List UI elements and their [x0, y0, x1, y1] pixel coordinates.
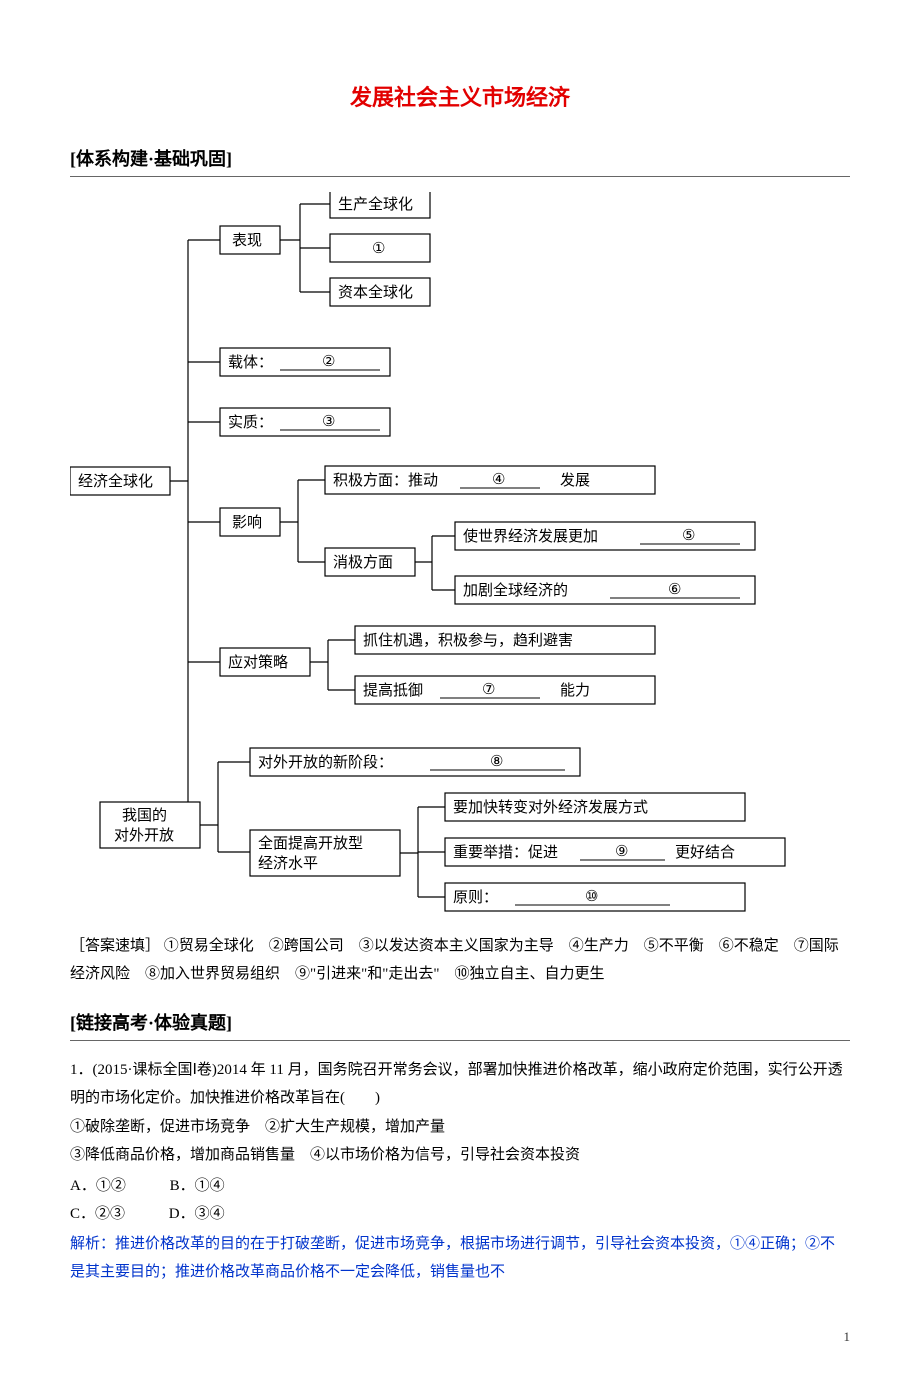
q1-stem: 1．(2015·课标全国Ⅰ卷)2014 年 11 月，国务院召开常务会议，部署加…	[70, 1056, 850, 1113]
answers-label: ［答案速填］	[70, 938, 160, 954]
answers-block: ［答案速填］ ①贸易全球化 ②跨国公司 ③以发达资本主义国家为主导 ④生产力 ⑤…	[70, 932, 850, 989]
neg-item2-blank: ⑥	[668, 582, 681, 598]
neg-item1-blank: ⑤	[682, 528, 695, 544]
expr-item2: ①	[372, 241, 385, 257]
essence-blank: ③	[322, 414, 335, 430]
q1-choice-a: A．①②	[70, 1178, 126, 1194]
concept-diagram: 经济全球化 表现 生产全球化 ① 资本全球化 载体： ② 实质： ③ 影响 积极…	[70, 192, 850, 912]
root-label: 经济全球化	[78, 472, 153, 490]
improve-item2-suffix: 更好结合	[675, 844, 735, 861]
influence-pos-blank: ④	[492, 472, 505, 488]
q1-choice-c: C．②③	[70, 1206, 125, 1222]
section2-header: [链接高考·体验真题]	[70, 1009, 850, 1041]
strategy-item1: 抓住机遇，积极参与，趋利避害	[363, 632, 573, 649]
q1-analysis-text: 推进价格改革的目的在于打破垄断，促进市场竞争，根据市场进行调节，引导社会资本投资…	[70, 1236, 835, 1281]
strategy-item2-suffix: 能力	[560, 682, 590, 699]
q1-choice-b: B．①④	[170, 1178, 225, 1194]
question-1: 1．(2015·课标全国Ⅰ卷)2014 年 11 月，国务院召开常务会议，部署加…	[70, 1056, 850, 1287]
expr-item1: 生产全球化	[338, 195, 413, 213]
improve-item1: 要加快转变对外经济发展方式	[453, 799, 648, 816]
newstage-prefix: 对外开放的新阶段：	[258, 754, 393, 771]
carrier-blank: ②	[322, 354, 335, 370]
improve-line1: 全面提高开放型	[258, 834, 363, 852]
essence-label: 实质：	[228, 414, 273, 431]
page-number: 1	[70, 1327, 850, 1348]
q1-choices-row1: A．①② B．①④	[70, 1174, 850, 1198]
carrier-label: 载体：	[228, 354, 273, 371]
q1-opts-line1: ①破除垄断，促进市场竞争 ②扩大生产规模，增加产量	[70, 1113, 850, 1142]
answers-text: ①贸易全球化 ②跨国公司 ③以发达资本主义国家为主导 ④生产力 ⑤不平衡 ⑥不稳…	[70, 938, 839, 983]
branch-expression: 表现	[232, 232, 262, 249]
expr-item3: 资本全球化	[338, 283, 413, 301]
q1-analysis-label: 解析：	[70, 1236, 115, 1252]
influence-pos-prefix: 积极方面：推动	[333, 472, 438, 489]
root2-line2: 对外开放	[114, 827, 174, 844]
branch-influence: 影响	[232, 514, 262, 531]
section1-header: [体系构建·基础巩固]	[70, 145, 850, 177]
improve-item2-blank: ⑨	[615, 844, 628, 860]
strategy-item2-prefix: 提高抵御	[363, 682, 423, 699]
page-title: 发展社会主义市场经济	[70, 80, 850, 115]
newstage-blank: ⑧	[490, 754, 503, 770]
neg-item2-prefix: 加剧全球经济的	[463, 581, 568, 599]
influence-pos-suffix: 发展	[560, 472, 590, 489]
branch-strategy: 应对策略	[228, 653, 288, 671]
q1-analysis: 解析：推进价格改革的目的在于打破垄断，促进市场竞争，根据市场进行调节，引导社会资…	[70, 1230, 850, 1287]
q1-choice-d: D．③④	[169, 1206, 225, 1222]
q1-choices-row2: C．②③ D．③④	[70, 1202, 850, 1226]
neg-item1-prefix: 使世界经济发展更加	[463, 528, 598, 545]
influence-neg-label: 消极方面	[333, 554, 393, 571]
improve-item2-prefix: 重要举措：促进	[453, 844, 558, 861]
improve-line2: 经济水平	[258, 855, 318, 872]
improve-item3-prefix: 原则：	[453, 889, 498, 906]
root2-line1: 我国的	[122, 807, 167, 824]
improve-item3-blank: ⑩	[585, 889, 598, 905]
strategy-item2-blank: ⑦	[482, 682, 495, 698]
q1-opts-line2: ③降低商品价格，增加商品销售量 ④以市场价格为信号，引导社会资本投资	[70, 1141, 850, 1170]
